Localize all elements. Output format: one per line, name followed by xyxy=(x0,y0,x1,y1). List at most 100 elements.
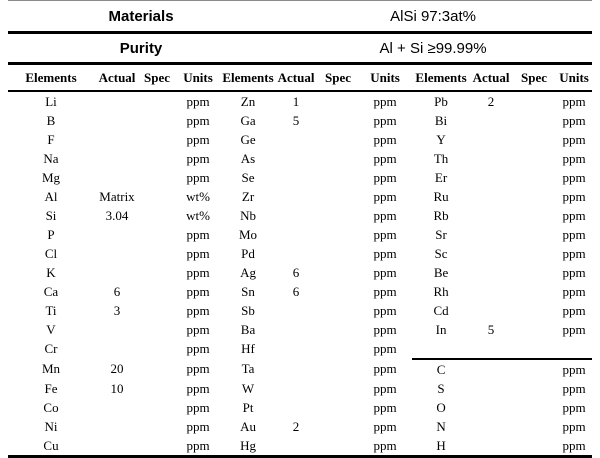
actual-value-cell xyxy=(94,436,140,458)
actual-value-cell xyxy=(274,149,318,168)
spec-cell xyxy=(318,379,358,398)
element-symbol-cell xyxy=(412,339,471,360)
column-header-actual: Actual xyxy=(94,63,140,92)
spec-cell xyxy=(140,130,174,149)
spec-cell xyxy=(140,187,174,206)
spec-cell xyxy=(512,225,556,244)
actual-value-cell xyxy=(274,225,318,244)
element-symbol-cell: Er xyxy=(434,169,448,185)
units-cell: ppm xyxy=(556,436,593,458)
element-symbol-cell: Ag xyxy=(240,264,256,280)
actual-value-cell: 2 xyxy=(487,93,495,109)
spec-cell xyxy=(512,436,557,458)
units-cell: ppm xyxy=(562,399,586,415)
spec-cell xyxy=(318,111,358,130)
element-symbol-cell: Ca xyxy=(43,283,59,299)
units-cell: ppm xyxy=(373,150,397,166)
table-row: Cl ppm Pd ppm Sc ppm xyxy=(8,244,592,263)
spec-cell xyxy=(140,320,174,339)
units-cell: ppm xyxy=(373,418,397,434)
units-cell: ppm xyxy=(562,361,586,377)
actual-value-cell xyxy=(274,359,318,379)
spec-cell xyxy=(512,263,556,282)
units-cell: wt% xyxy=(186,188,210,204)
actual-value-cell xyxy=(274,436,319,458)
actual-value-cell xyxy=(470,187,512,206)
element-symbol-cell: Cr xyxy=(44,341,58,356)
spec-cell xyxy=(140,244,174,263)
spec-cell xyxy=(512,301,556,320)
units-cell: ppm xyxy=(186,169,210,185)
table-row: Cr ppm Hf ppm xyxy=(8,339,593,360)
table-row: Si 3.04 wt% Nb ppm Rb ppm xyxy=(8,206,592,225)
actual-value-cell xyxy=(470,244,512,263)
units-cell: ppm xyxy=(562,93,586,109)
actual-value-cell xyxy=(470,206,512,225)
table-row: Al Matrix wt% Zr ppm Ru ppm xyxy=(8,187,592,206)
units-cell: ppm xyxy=(186,302,210,318)
spec-cell xyxy=(318,206,358,225)
purity-label: Purity xyxy=(8,32,275,65)
spec-cell xyxy=(512,398,556,417)
actual-value-cell xyxy=(94,111,140,130)
spec-cell xyxy=(140,263,174,282)
spec-cell xyxy=(318,187,358,206)
actual-value-cell xyxy=(94,225,140,244)
spec-cell xyxy=(318,301,358,320)
column-header-actual: Actual xyxy=(470,63,513,92)
element-symbol-cell: Fe xyxy=(44,380,58,396)
element-symbol-cell: Ge xyxy=(240,131,256,147)
actual-value-cell: 20 xyxy=(110,361,124,376)
element-symbol-cell: Rb xyxy=(433,207,449,223)
units-cell: ppm xyxy=(562,150,586,166)
element-symbol-cell: Mo xyxy=(238,226,258,242)
actual-value-cell: Matrix xyxy=(99,188,135,204)
element-symbol-cell: C xyxy=(436,361,446,377)
actual-value-cell xyxy=(94,91,140,111)
column-header-elements: Elements xyxy=(222,63,275,92)
spec-cell xyxy=(318,320,358,339)
units-cell: ppm xyxy=(373,245,397,261)
units-cell: ppm xyxy=(373,321,397,337)
actual-value-cell xyxy=(470,436,513,458)
units-cell: ppm xyxy=(186,361,210,376)
actual-value-cell: 1 xyxy=(292,93,300,109)
element-symbol-cell: Bi xyxy=(434,112,448,128)
purity-row: Purity Al + Si ≥99.99% xyxy=(8,32,593,65)
column-header-elements: Elements xyxy=(8,63,94,92)
actual-value-cell xyxy=(274,168,318,187)
actual-value-cell xyxy=(274,187,318,206)
table-row: Na ppm As ppm Th ppm xyxy=(8,149,592,168)
element-symbol-cell: O xyxy=(436,399,446,415)
spec-cell xyxy=(512,206,556,225)
element-symbol-cell: Pb xyxy=(434,93,448,109)
spec-cell xyxy=(318,149,358,168)
units-cell: ppm xyxy=(562,188,586,204)
spec-cell xyxy=(318,339,358,359)
actual-value-cell: 6 xyxy=(292,264,300,280)
units-cell: ppm xyxy=(373,93,397,109)
units-cell: ppm xyxy=(373,112,397,128)
spec-cell xyxy=(140,417,174,436)
element-symbol-cell: Nb xyxy=(240,207,256,223)
units-cell: ppm xyxy=(562,283,586,299)
units-cell: ppm xyxy=(186,380,210,396)
element-symbol-cell: H xyxy=(412,436,471,458)
spec-cell xyxy=(512,339,557,360)
units-cell: ppm xyxy=(373,131,397,147)
units-cell: ppm xyxy=(186,93,210,109)
units-cell: ppm xyxy=(562,131,586,147)
units-cell: ppm xyxy=(186,245,210,261)
units-cell: ppm xyxy=(373,380,397,396)
table-row: Mg ppm Se ppm Er ppm xyxy=(8,168,592,187)
element-symbol-cell: W xyxy=(241,380,255,396)
column-header-actual: Actual xyxy=(274,63,319,92)
units-cell: wt% xyxy=(186,207,210,223)
column-header-units: Units xyxy=(358,63,413,92)
element-symbol-cell: Ga xyxy=(240,112,256,128)
actual-value-cell: 5 xyxy=(487,321,495,337)
element-symbol-cell: Ni xyxy=(44,418,58,434)
actual-value-cell xyxy=(470,111,512,130)
